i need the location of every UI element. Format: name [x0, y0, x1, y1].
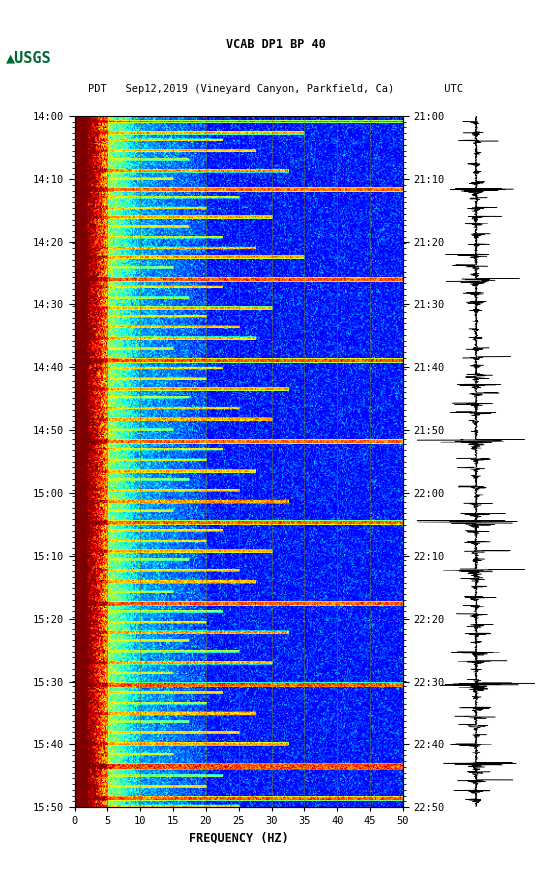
- Text: ▲USGS: ▲USGS: [6, 51, 51, 65]
- Text: PDT   Sep12,2019 (Vineyard Canyon, Parkfield, Ca)        UTC: PDT Sep12,2019 (Vineyard Canyon, Parkfie…: [88, 84, 464, 95]
- X-axis label: FREQUENCY (HZ): FREQUENCY (HZ): [189, 832, 289, 845]
- Text: VCAB DP1 BP 40: VCAB DP1 BP 40: [226, 38, 326, 51]
